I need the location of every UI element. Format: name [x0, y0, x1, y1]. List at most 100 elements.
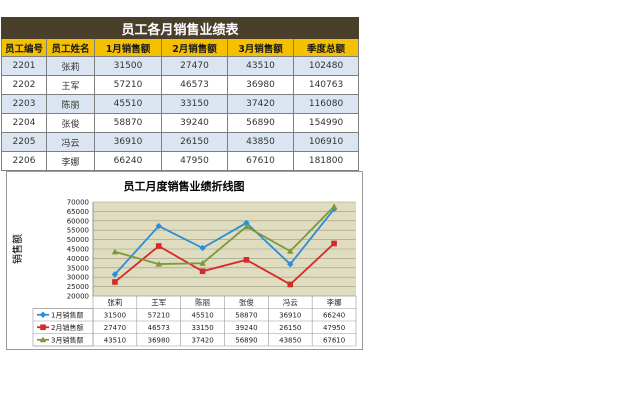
data-table-value: 57210: [148, 312, 170, 320]
column-header[interactable]: 员工姓名: [46, 38, 95, 57]
table-cell[interactable]: 43510: [227, 56, 294, 76]
data-table-value: 43850: [279, 337, 301, 345]
table-cell[interactable]: 王军: [46, 75, 95, 95]
sales-table: 员工各月销售业绩表 员工编号 员工姓名 1月销售额 2月销售额 3月销售额 季度总额 220…: [0, 17, 360, 171]
y-tick-label: 40000: [67, 255, 89, 263]
table-cell[interactable]: 张俊: [46, 113, 95, 133]
table-cell[interactable]: 39240: [161, 113, 228, 133]
table-cell[interactable]: 李娜: [46, 151, 95, 171]
table-cell[interactable]: 154990: [292, 113, 360, 133]
table-header-row: 员工编号 员工姓名 1月销售额 2月销售额 3月销售额 季度总额: [1, 38, 360, 57]
legend-series-name: 2月销售额: [51, 323, 83, 332]
data-table-value: 66240: [323, 312, 345, 320]
table-cell[interactable]: 181800: [292, 151, 360, 171]
data-point: [243, 219, 250, 227]
data-point: [199, 268, 206, 275]
table-cell[interactable]: 陈丽: [46, 94, 95, 114]
data-point: [287, 247, 294, 254]
table-cell[interactable]: 2206: [1, 151, 47, 171]
x-category-label: 冯云: [283, 298, 298, 307]
data-point: [330, 203, 338, 210]
data-table-value: 47950: [323, 324, 345, 332]
table-cell[interactable]: 57210: [94, 75, 162, 95]
data-table-value: 31500: [104, 312, 126, 320]
table-cell[interactable]: 2202: [1, 75, 47, 95]
data-table-value: 46573: [148, 324, 170, 332]
data-point: [155, 243, 162, 249]
x-category-label: 陈丽: [195, 297, 210, 307]
column-header[interactable]: 3月销售额: [227, 38, 294, 57]
series-line-3: [114, 205, 335, 265]
table-cell[interactable]: 58870: [94, 113, 162, 133]
table-cell[interactable]: 56890: [227, 113, 294, 133]
series-line-2: [114, 242, 335, 286]
data-point: [155, 260, 162, 267]
data-point: [243, 223, 250, 230]
table-row: 2202 王军 57210 46573 36980 140763: [1, 75, 360, 95]
table-cell[interactable]: 2203: [1, 94, 47, 114]
data-table-value: 27470: [104, 324, 126, 332]
table-cell[interactable]: 36980: [227, 75, 294, 95]
y-axis-label: 销售额: [11, 234, 24, 264]
y-tick-label: 20000: [67, 293, 89, 301]
table-cell[interactable]: 47950: [161, 151, 228, 171]
table-cell[interactable]: 140763: [292, 75, 360, 95]
table-cell[interactable]: 33150: [161, 94, 228, 114]
table-cell[interactable]: 冯云: [46, 132, 95, 152]
data-table-value: 37420: [191, 337, 213, 345]
legend-series-name: 1月销售额: [51, 311, 83, 320]
chart-svg: 员工月度销售业绩折线图销售额20000250003000035000400004…: [11, 179, 357, 347]
data-table-value: 26150: [279, 324, 301, 332]
column-header[interactable]: 员工编号: [1, 38, 47, 57]
y-tick-label: 50000: [67, 236, 89, 244]
legend-series-name: 3月销售额: [51, 336, 83, 345]
column-header[interactable]: 2月销售额: [161, 38, 228, 57]
data-table-value: 45510: [191, 312, 213, 320]
data-table-value: 39240: [235, 324, 257, 332]
y-tick-label: 35000: [67, 264, 89, 272]
table-cell[interactable]: 45510: [94, 94, 162, 114]
data-point: [111, 248, 119, 255]
table-cell[interactable]: 36910: [94, 132, 162, 152]
data-table-value: 58870: [235, 312, 257, 320]
y-tick-label: 65000: [67, 208, 89, 216]
y-tick-label: 60000: [67, 217, 89, 225]
legend-key-marker: [40, 324, 46, 331]
table-cell[interactable]: 67610: [227, 151, 294, 171]
table-cell[interactable]: 2205: [1, 132, 47, 152]
table-cell[interactable]: 116080: [292, 94, 360, 114]
data-point: [331, 240, 337, 247]
data-point: [199, 260, 206, 266]
table-cell[interactable]: 102480: [292, 56, 360, 76]
x-category-label: 王军: [151, 298, 166, 307]
table-cell[interactable]: 26150: [161, 132, 228, 152]
table-cell[interactable]: 46573: [161, 75, 228, 95]
table-cell[interactable]: 27470: [161, 56, 228, 76]
column-header[interactable]: 1月销售额: [94, 38, 162, 57]
data-point: [287, 261, 294, 268]
y-tick-label: 45000: [67, 246, 89, 254]
data-table-value: 36910: [279, 312, 301, 320]
x-category-label: 张俊: [239, 297, 254, 307]
data-table-value: 56890: [235, 337, 257, 345]
data-point: [243, 257, 250, 263]
table-title[interactable]: 员工各月销售业绩表: [0, 17, 360, 39]
table-cell[interactable]: 2204: [1, 113, 47, 133]
table-row: 2203 陈丽 45510 33150 37420 116080: [1, 94, 360, 114]
x-category-label: 张莉: [107, 297, 122, 307]
data-point: [287, 281, 294, 288]
line-chart[interactable]: 员工月度销售业绩折线图 销售额 20000 25000 30000 35000 40000 4…: [6, 171, 363, 350]
table-cell[interactable]: 43850: [227, 132, 294, 152]
table-cell[interactable]: 张莉: [46, 56, 95, 76]
table-cell[interactable]: 37420: [227, 94, 294, 114]
table-cell[interactable]: 66240: [94, 151, 162, 171]
table-cell[interactable]: 31500: [94, 56, 162, 76]
table-cell[interactable]: 106910: [292, 132, 360, 152]
legend-key-marker: [39, 336, 47, 343]
y-tick-label: 30000: [67, 274, 89, 282]
table-cell[interactable]: 2201: [1, 56, 47, 76]
column-header[interactable]: 季度总额: [292, 38, 360, 57]
data-table-value: 33150: [191, 324, 213, 332]
data-point: [111, 271, 119, 278]
